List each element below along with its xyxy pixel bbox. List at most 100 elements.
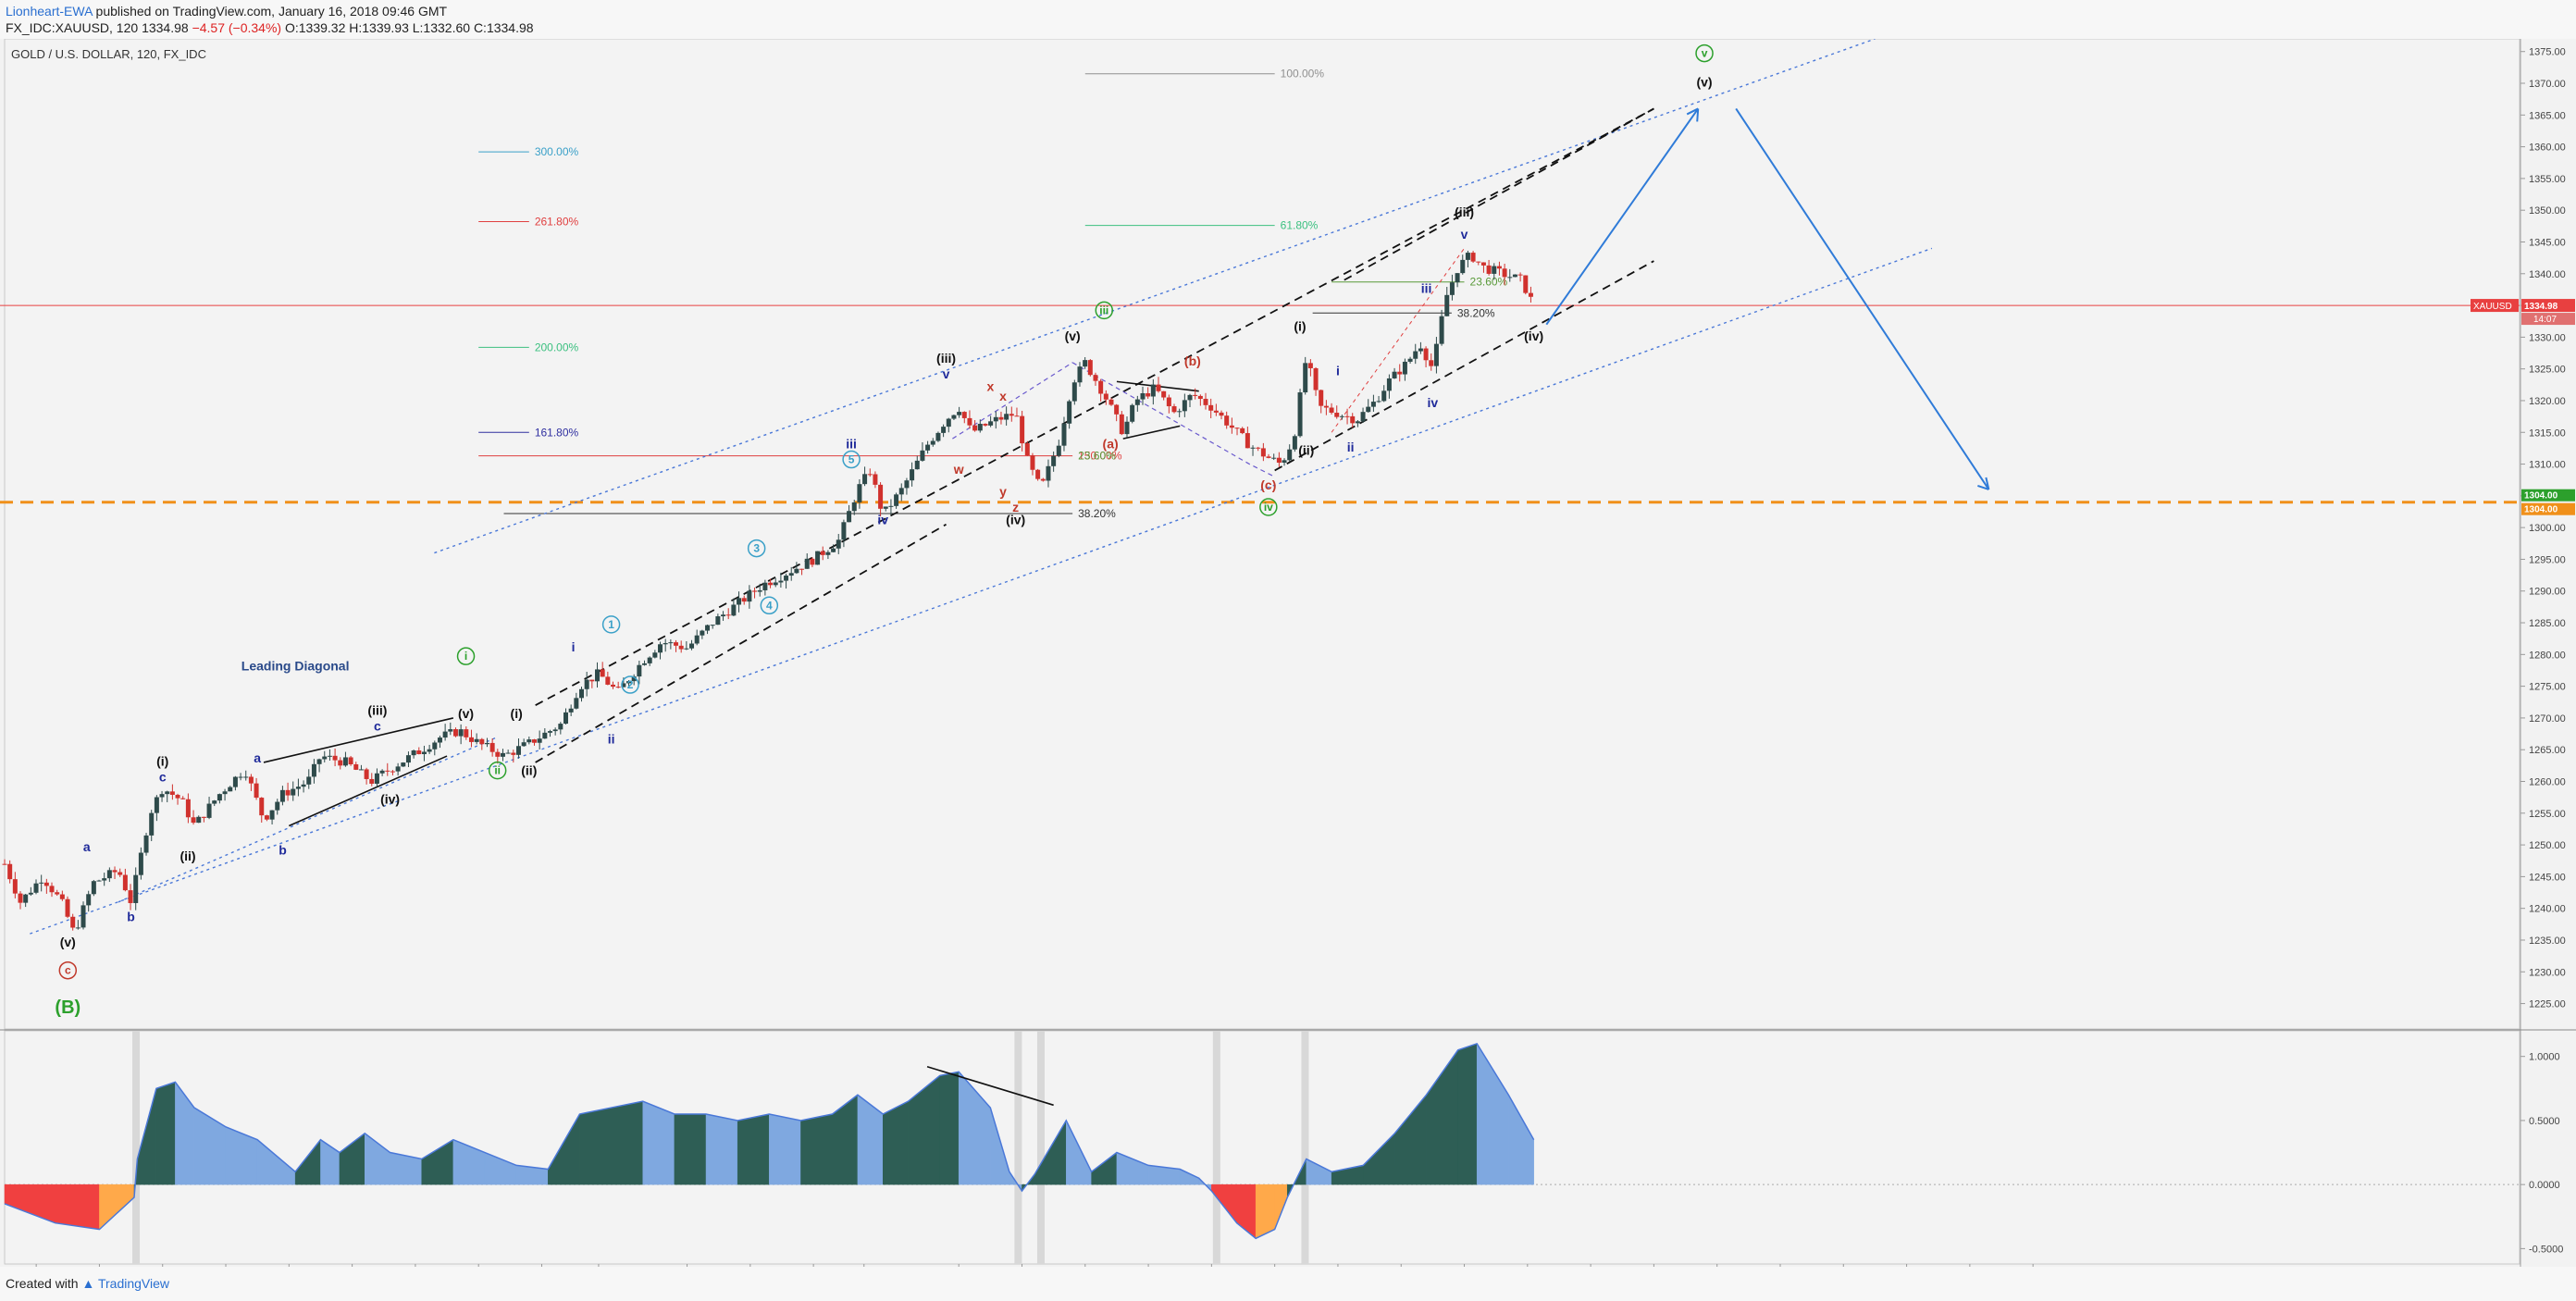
symbol-tag-bg [2471,299,2519,313]
oscillator-separator [1036,1031,1045,1264]
candle-body [175,794,180,799]
candle-body [364,769,369,779]
support-tag-label: 1304.00 [2524,491,2558,502]
candle-body [1119,414,1124,435]
chart-area[interactable]: GOLD / U.S. DOLLAR, 120, FX_IDC 1375.0013… [0,39,2576,1267]
candle-body [112,870,118,873]
candle-body [615,687,621,688]
candle-body [762,582,768,590]
candle-body [873,474,878,485]
candle-body [18,893,23,903]
wave-label: a [83,839,91,854]
fib-level-label: 23.60% [1078,450,1116,463]
candle-body [1161,390,1167,398]
candle-body [395,766,401,772]
wave-label: (v) [458,706,474,721]
candle-body [1193,394,1198,396]
candle-body [1108,399,1114,405]
candle-body [1319,390,1324,406]
candle-body [631,676,637,682]
wave-label: v [1461,227,1468,242]
candle-body [185,799,191,818]
price-tick-label: 1370.00 [2529,79,2566,90]
price-tick-label: 1245.00 [2529,872,2566,883]
wave-label: (v) [60,935,76,949]
candle-body [815,551,821,565]
wave-label: i [1336,364,1340,378]
oscillator-segment [674,1113,707,1185]
candle-body [820,551,825,555]
candle-body [1297,392,1303,437]
candle-body [1051,455,1057,466]
candle-body [784,576,789,581]
wave-label: z [1012,500,1019,514]
last-price: 1334.98 [142,20,189,35]
candle-body [442,731,448,738]
low-value: L:1332.60 [412,20,471,35]
candle-body [862,474,868,485]
candle-body [1507,277,1513,279]
candle-body [1240,427,1245,434]
candle-body [39,882,44,884]
candle-body [626,681,632,684]
symbol-interval: FX_IDC:XAUUSD, 120 [6,20,139,35]
symbol-tag-label: XAUUSD [2473,302,2512,312]
candle-body [12,879,18,894]
price-tick-label: 1230.00 [2529,967,2566,978]
candle-body [374,773,379,784]
candle-body [542,732,548,739]
oscillator-segment [705,1113,738,1185]
candle-body [254,783,259,799]
wave-circle [1695,43,1714,63]
price-tick-label: 1375.00 [2529,47,2566,58]
candle-body [479,738,485,745]
candle-body [1004,414,1009,420]
author-link[interactable]: Lionheart-EWA [6,4,93,19]
candle-body [678,645,684,650]
candle-body [1208,404,1214,411]
candle-body [883,506,888,509]
candle-body [427,749,432,752]
channel-line [30,247,1933,935]
wave-label: v [943,366,950,381]
wave-circle [1259,498,1278,516]
tradingview-link[interactable]: TradingView [97,1276,170,1291]
candle-body [484,742,489,745]
candle-body [228,787,233,792]
wave-label: v [1702,47,1708,60]
fib-level-label: 38.20% [1457,306,1495,319]
candle-body [1307,363,1313,368]
candle-body [474,738,479,742]
fib-level-label: 38.20% [1078,507,1116,520]
wave-label: c [65,964,71,977]
candle-body [1046,465,1051,481]
candle-body [65,898,70,917]
candle-body [747,590,752,602]
candle-body [1303,363,1308,393]
price-tick-label: 1225.00 [2529,999,2566,1010]
candle-body [961,412,967,418]
candle-body [118,872,123,875]
candle-body [191,817,196,824]
candle-body [1455,273,1460,283]
wave-label: (iv) [1524,328,1543,343]
dashed-channel-line [1274,260,1654,472]
candle-body [1266,456,1271,458]
candle-body [1056,445,1061,456]
wave-label: 5 [848,453,855,466]
candle-body [1146,392,1151,397]
candle-body [1350,415,1356,424]
candle-body [405,755,411,763]
candle-body [275,801,280,811]
time-axis-ticks: 1213141518192021222527282920183458910111… [35,1264,2034,1267]
candle-body [1413,351,1418,359]
candle-body [1156,384,1161,391]
candle-body [1313,367,1319,390]
candle-body [700,630,705,636]
candle-body [1114,404,1120,415]
candle-body [1282,460,1287,464]
candle-body [941,427,947,433]
price-tick-label: 1325.00 [2529,365,2566,376]
price-tick-label: 1365.00 [2529,110,2566,121]
candle-body [1360,412,1366,422]
